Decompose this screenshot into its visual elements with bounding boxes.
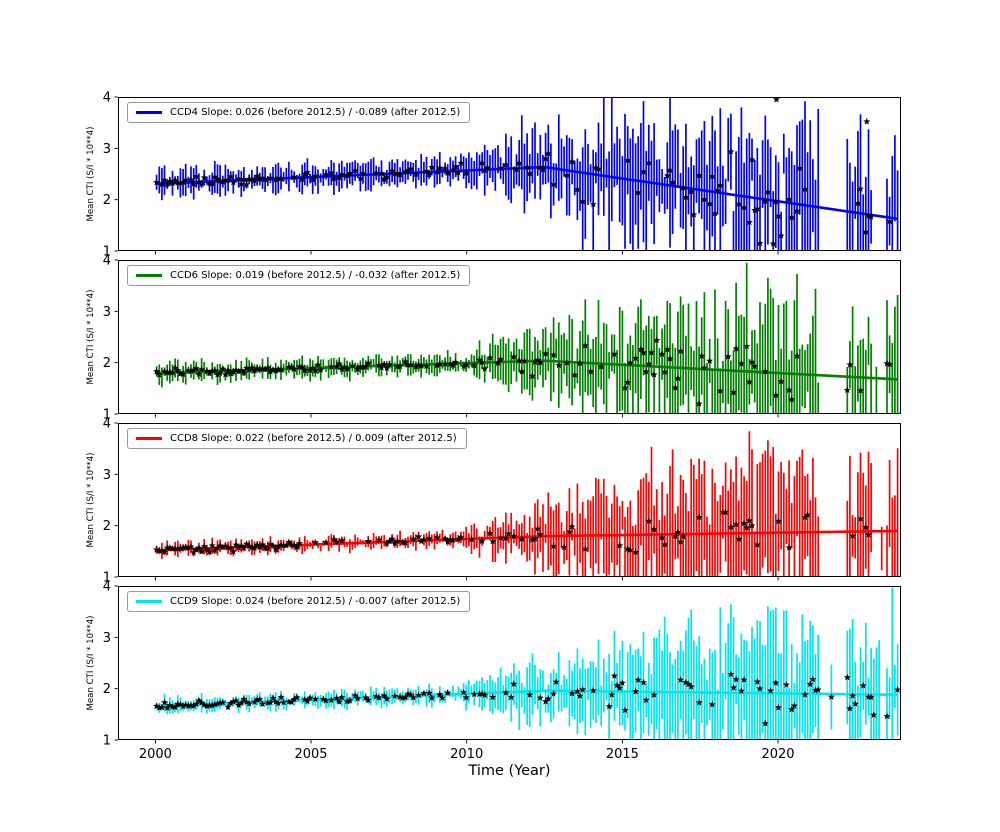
svg-text:1: 1 bbox=[103, 571, 111, 586]
panel-ccd6: 1 2 3 4 CCD6 Slope: 0.019 (before 2012.5) /… bbox=[86, 254, 901, 423]
panel-ccd8: 1 2 3 4 CCD8 Slope: 0.022 (before 2012.5) /… bbox=[86, 417, 901, 586]
y-axis-label: Mean CTI (S/I * 10**4) bbox=[86, 615, 96, 711]
legend-line-sample bbox=[136, 274, 162, 277]
svg-text:3: 3 bbox=[103, 305, 111, 320]
y-axis-label: Mean CTI (S/I * 10**4) bbox=[86, 289, 96, 385]
svg-text:3: 3 bbox=[103, 468, 111, 483]
ccd4-plot: 1 2 3 4 bbox=[103, 91, 901, 260]
legend-label: CCD9 Slope: 0.024 (before 2012.5) / -0.0… bbox=[170, 596, 461, 607]
svg-text:2005: 2005 bbox=[294, 747, 327, 762]
y-axis-label: Mean CTI (S/I * 10**4) bbox=[86, 452, 96, 548]
svg-text:2020: 2020 bbox=[761, 747, 794, 762]
y-axis-label: Mean CTI (S/I * 10**4) bbox=[86, 126, 96, 222]
svg-text:2: 2 bbox=[103, 193, 111, 208]
legend: CCD4 Slope: 0.026 (before 2012.5) / -0.0… bbox=[127, 102, 471, 123]
legend-line-sample bbox=[136, 437, 162, 440]
svg-text:4: 4 bbox=[103, 580, 111, 595]
ccd8-plot: 1 2 3 4 bbox=[103, 417, 901, 586]
svg-text:2: 2 bbox=[103, 519, 111, 534]
svg-text:3: 3 bbox=[103, 142, 111, 157]
legend: CCD9 Slope: 0.024 (before 2012.5) / -0.0… bbox=[127, 591, 471, 612]
x-axis-label: Time (Year) bbox=[468, 763, 551, 779]
svg-text:4: 4 bbox=[103, 254, 111, 269]
svg-text:2: 2 bbox=[103, 682, 111, 697]
svg-text:1: 1 bbox=[103, 408, 111, 423]
legend-label: CCD8 Slope: 0.022 (before 2012.5) / 0.00… bbox=[170, 433, 457, 444]
legend-label: CCD6 Slope: 0.019 (before 2012.5) / -0.0… bbox=[170, 270, 461, 281]
legend-line-sample bbox=[136, 600, 162, 603]
panel-ccd4: 1 2 3 4 CCD4 Slope: 0.026 (before 2012.5) /… bbox=[86, 91, 901, 260]
ccd6-plot: 1 2 3 4 bbox=[103, 254, 901, 423]
ccd9-plot: 1 2 3 4 2000 2005 2010 2015 2020 bbox=[103, 580, 901, 762]
legend-label: CCD4 Slope: 0.026 (before 2012.5) / -0.0… bbox=[170, 107, 461, 118]
svg-text:2015: 2015 bbox=[606, 747, 639, 762]
svg-text:3: 3 bbox=[103, 631, 111, 646]
svg-text:4: 4 bbox=[103, 417, 111, 432]
svg-text:1: 1 bbox=[103, 734, 111, 749]
legend: CCD8 Slope: 0.022 (before 2012.5) / 0.00… bbox=[127, 428, 467, 449]
panel-ccd9: 1 2 3 4 2000 2005 2010 2015 2020 CCD9 Slope: 0.0… bbox=[86, 580, 901, 762]
svg-text:4: 4 bbox=[103, 91, 111, 106]
svg-text:2: 2 bbox=[103, 356, 111, 371]
svg-text:1: 1 bbox=[103, 245, 111, 260]
legend-line-sample bbox=[136, 111, 162, 114]
legend: CCD6 Slope: 0.019 (before 2012.5) / -0.0… bbox=[127, 265, 471, 286]
svg-text:2010: 2010 bbox=[450, 747, 483, 762]
svg-text:2000: 2000 bbox=[139, 747, 172, 762]
